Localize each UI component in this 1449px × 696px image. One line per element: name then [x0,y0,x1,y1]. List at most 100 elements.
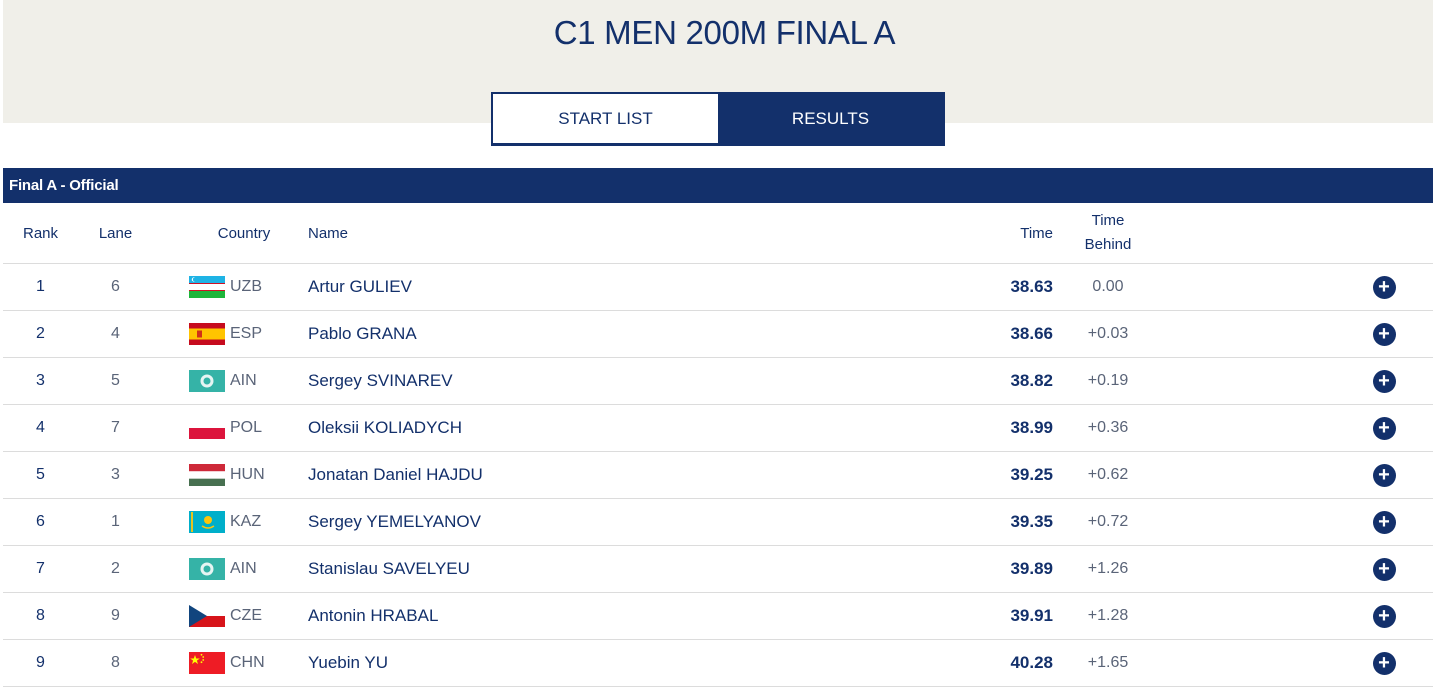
lane-cell: 2 [111,560,120,577]
table-row: 7 2 AIN Stanislau SAVELYEU 39.89 +1.26 + [3,546,1433,593]
plus-circle-icon[interactable]: + [1372,651,1396,675]
pol-flag-icon [189,417,225,439]
country-code: AIN [230,560,257,577]
lane-cell: 5 [111,372,120,389]
country-code: AIN [230,372,257,389]
expand-row-button[interactable]: + [1369,264,1399,310]
country-cell: AIN [189,546,299,592]
time-cell: 38.99 [1010,418,1053,437]
ain-flag-icon [189,370,225,392]
lane-cell: 7 [111,419,120,436]
time-behind-cell: +0.72 [1087,513,1129,530]
plus-circle-icon[interactable]: + [1372,322,1396,346]
hun-flag-icon [189,464,225,486]
country-cell: UZB [189,264,299,310]
lane-cell: 3 [111,466,120,483]
time-cell: 38.82 [1010,371,1053,390]
page-title: C1 MEN 200M FINAL A [553,14,896,51]
tab-bar: START LIST RESULTS [491,92,945,146]
column-header-time-behind-line2: Behind [1084,236,1132,253]
uzb-flag-icon [189,276,225,298]
lane-cell: 8 [111,654,120,671]
rank-cell: 7 [36,560,45,577]
expand-row-button[interactable]: + [1369,452,1399,498]
country-code: CZE [230,607,262,624]
athlete-name: Pablo GRANA [308,324,417,343]
expand-row-button[interactable]: + [1369,358,1399,404]
column-header-country: Country [189,203,299,263]
expand-row-button[interactable]: + [1369,640,1399,686]
expand-row-button[interactable]: + [1369,499,1399,545]
table-row: 9 8 CHN Yuebin YU 40.28 +1.65 + [3,640,1433,687]
athlete-name: Stanislau SAVELYEU [308,559,470,578]
time-cell: 40.28 [1010,653,1053,672]
plus-circle-icon[interactable]: + [1372,416,1396,440]
athlete-name: Artur GULIEV [308,277,412,296]
esp-flag-icon [189,323,225,345]
country-code: POL [230,419,263,436]
table-row: 4 7 POL Oleksii KOLIADYCH 38.99 +0.36 + [3,405,1433,452]
tab-results[interactable]: RESULTS [718,94,943,143]
rank-cell: 6 [36,513,45,530]
time-cell: 39.25 [1010,465,1053,484]
plus-circle-icon[interactable]: + [1372,369,1396,393]
plus-circle-icon[interactable]: + [1372,275,1396,299]
country-cell: AIN [189,358,299,404]
column-header-rank: Rank [22,224,59,242]
cze-flag-icon [189,605,225,627]
results-rows: 1 6 UZB Artur GULIEV 38.63 0.00 +2 4 ESP Pablo GR… [3,264,1433,687]
plus-circle-icon[interactable]: + [1372,510,1396,534]
expand-row-button[interactable]: + [1369,593,1399,639]
time-behind-cell: 0.00 [1092,278,1124,295]
plus-circle-icon[interactable]: + [1372,463,1396,487]
country-cell: HUN [189,452,299,498]
time-behind-cell: +1.26 [1087,560,1129,577]
rank-cell: 1 [36,278,45,295]
athlete-name: Oleksii KOLIADYCH [308,418,462,437]
rank-cell: 5 [36,466,45,483]
lane-cell: 4 [111,325,120,342]
lane-cell: 9 [111,607,120,624]
rank-cell: 2 [36,325,45,342]
athlete-name: Antonin HRABAL [308,606,439,625]
expand-row-button[interactable]: + [1369,405,1399,451]
table-row: 2 4 ESP Pablo GRANA 38.66 +0.03 + [3,311,1433,358]
country-cell: CHN [189,640,299,686]
rank-cell: 4 [36,419,45,436]
column-header-time-behind: Time Behind [1063,203,1153,263]
time-cell: 38.63 [1010,277,1053,296]
table-row: 3 5 AIN Sergey SVINAREV 38.82 +0.19 + [3,358,1433,405]
athlete-name: Sergey SVINAREV [308,371,453,390]
time-behind-cell: +1.65 [1087,654,1129,671]
table-header-row: Rank Lane Country Name Time Time Behind [3,203,1433,264]
country-code: UZB [230,278,262,295]
time-cell: 38.66 [1010,324,1053,343]
time-behind-cell: +1.28 [1087,607,1129,624]
results-table: Rank Lane Country Name Time Time Behind … [3,203,1433,687]
country-code: ESP [230,325,263,342]
lane-cell: 1 [111,513,120,530]
column-header-country-label: Country [217,224,271,242]
rank-cell: 8 [36,607,45,624]
rank-cell: 9 [36,654,45,671]
country-cell: ESP [189,311,299,357]
country-cell: KAZ [189,499,299,545]
table-row: 6 1 KAZ Sergey YEMELYANOV 39.35 +0.72 + [3,499,1433,546]
plus-circle-icon[interactable]: + [1372,604,1396,628]
time-cell: 39.35 [1010,512,1053,531]
athlete-name: Sergey YEMELYANOV [308,512,481,531]
time-cell: 39.89 [1010,559,1053,578]
ain-flag-icon [189,558,225,580]
country-code: KAZ [230,513,262,530]
country-cell: POL [189,405,299,451]
kaz-flag-icon [189,511,225,533]
athlete-name: Jonatan Daniel HAJDU [308,465,483,484]
plus-circle-icon[interactable]: + [1372,557,1396,581]
time-behind-cell: +0.62 [1087,466,1129,483]
expand-row-button[interactable]: + [1369,546,1399,592]
tab-start-list[interactable]: START LIST [493,94,718,143]
column-header-lane: Lane [98,224,133,242]
country-cell: CZE [189,593,299,639]
expand-row-button[interactable]: + [1369,311,1399,357]
column-header-time: Time [1020,224,1053,242]
